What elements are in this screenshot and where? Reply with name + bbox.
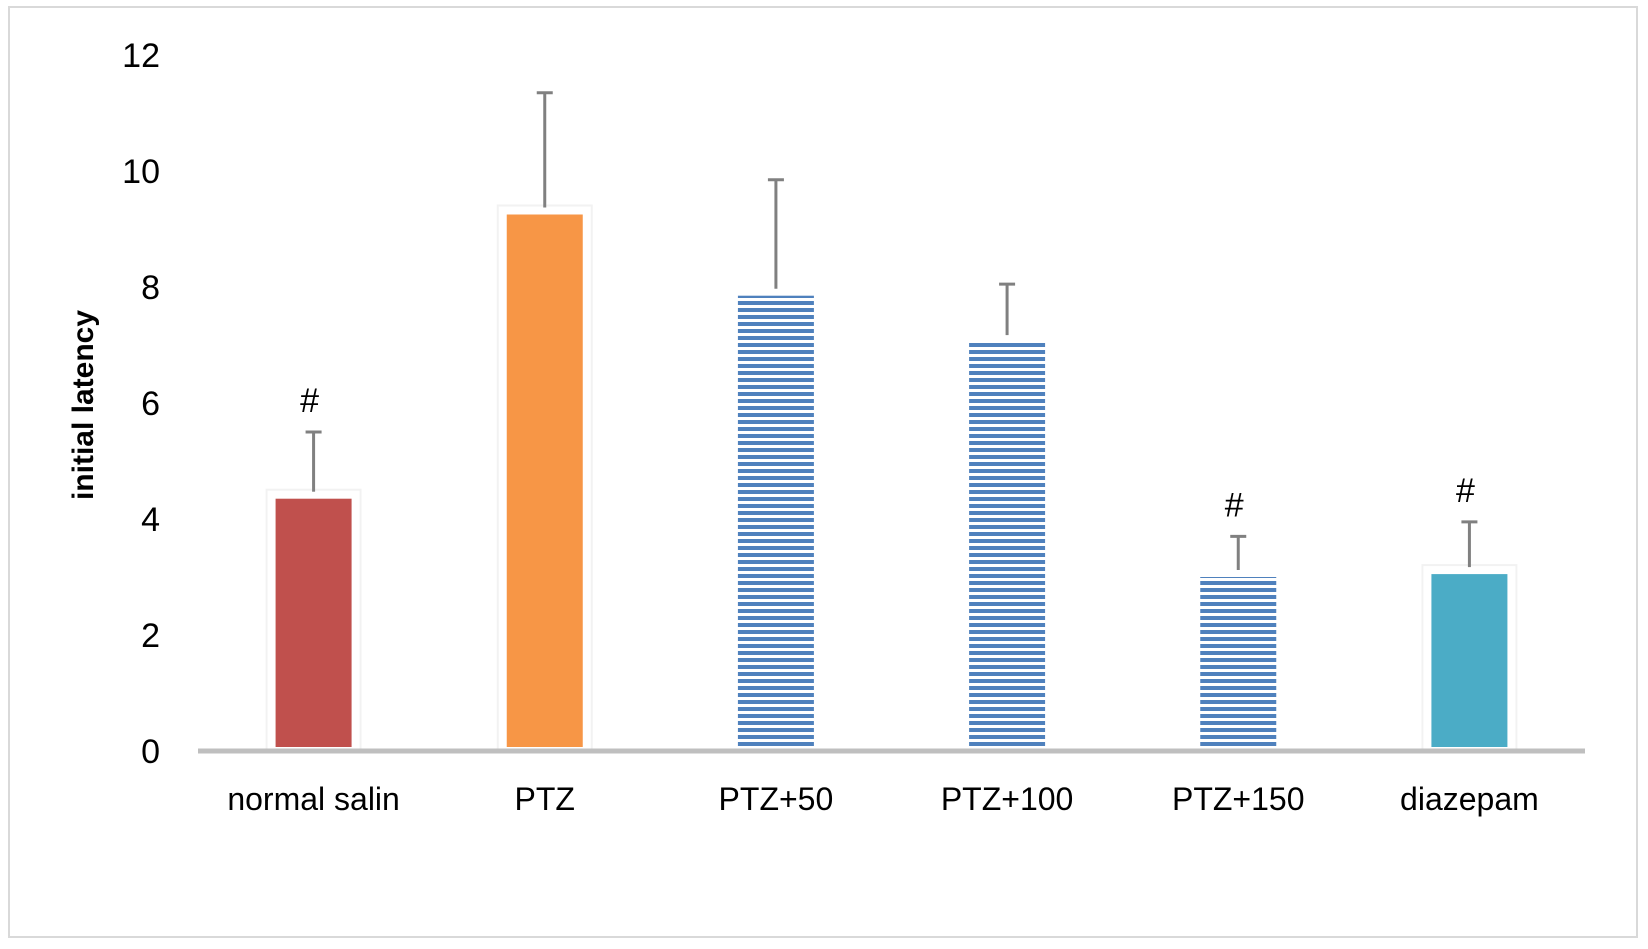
y-tick-label: 10: [122, 153, 160, 191]
y-tick-labels: 0 2 4 6 8 10 12: [122, 37, 160, 771]
significance-mark: #: [1456, 472, 1475, 510]
significance-mark: #: [300, 382, 319, 420]
y-axis-label: initial latency: [67, 310, 100, 500]
chart-frame: [8, 6, 1638, 938]
bar-diazepam: [1431, 574, 1508, 747]
y-tick-label: 4: [141, 501, 160, 539]
y-tick-label: 12: [122, 37, 160, 75]
significance-mark: #: [1225, 486, 1244, 524]
x-tick-labels: normal salin PTZ PTZ+50 PTZ+100 PTZ+150 diaze…: [227, 781, 1538, 817]
x-tick-label: PTZ: [515, 781, 575, 817]
bar-ptz-150: [1200, 577, 1277, 747]
x-tick-label: normal salin: [227, 781, 400, 817]
bar-normal-salin: [275, 498, 352, 747]
y-tick-label: 6: [141, 385, 160, 423]
bar-ptz-50: [737, 295, 814, 747]
bar-ptz: [506, 214, 583, 747]
bar-ptz-100: [969, 342, 1046, 747]
x-tick-label: PTZ+50: [719, 781, 834, 817]
x-tick-label: PTZ+150: [1172, 781, 1305, 817]
error-bars: [305, 91, 1478, 570]
y-tick-label: 2: [141, 617, 160, 655]
x-tick-label: diazepam: [1400, 781, 1539, 817]
significance-annotations: # # #: [300, 382, 1475, 524]
y-tick-label: 8: [141, 269, 160, 307]
y-tick-label: 0: [141, 733, 160, 771]
x-tick-label: PTZ+100: [941, 781, 1074, 817]
bars: [265, 204, 1518, 752]
